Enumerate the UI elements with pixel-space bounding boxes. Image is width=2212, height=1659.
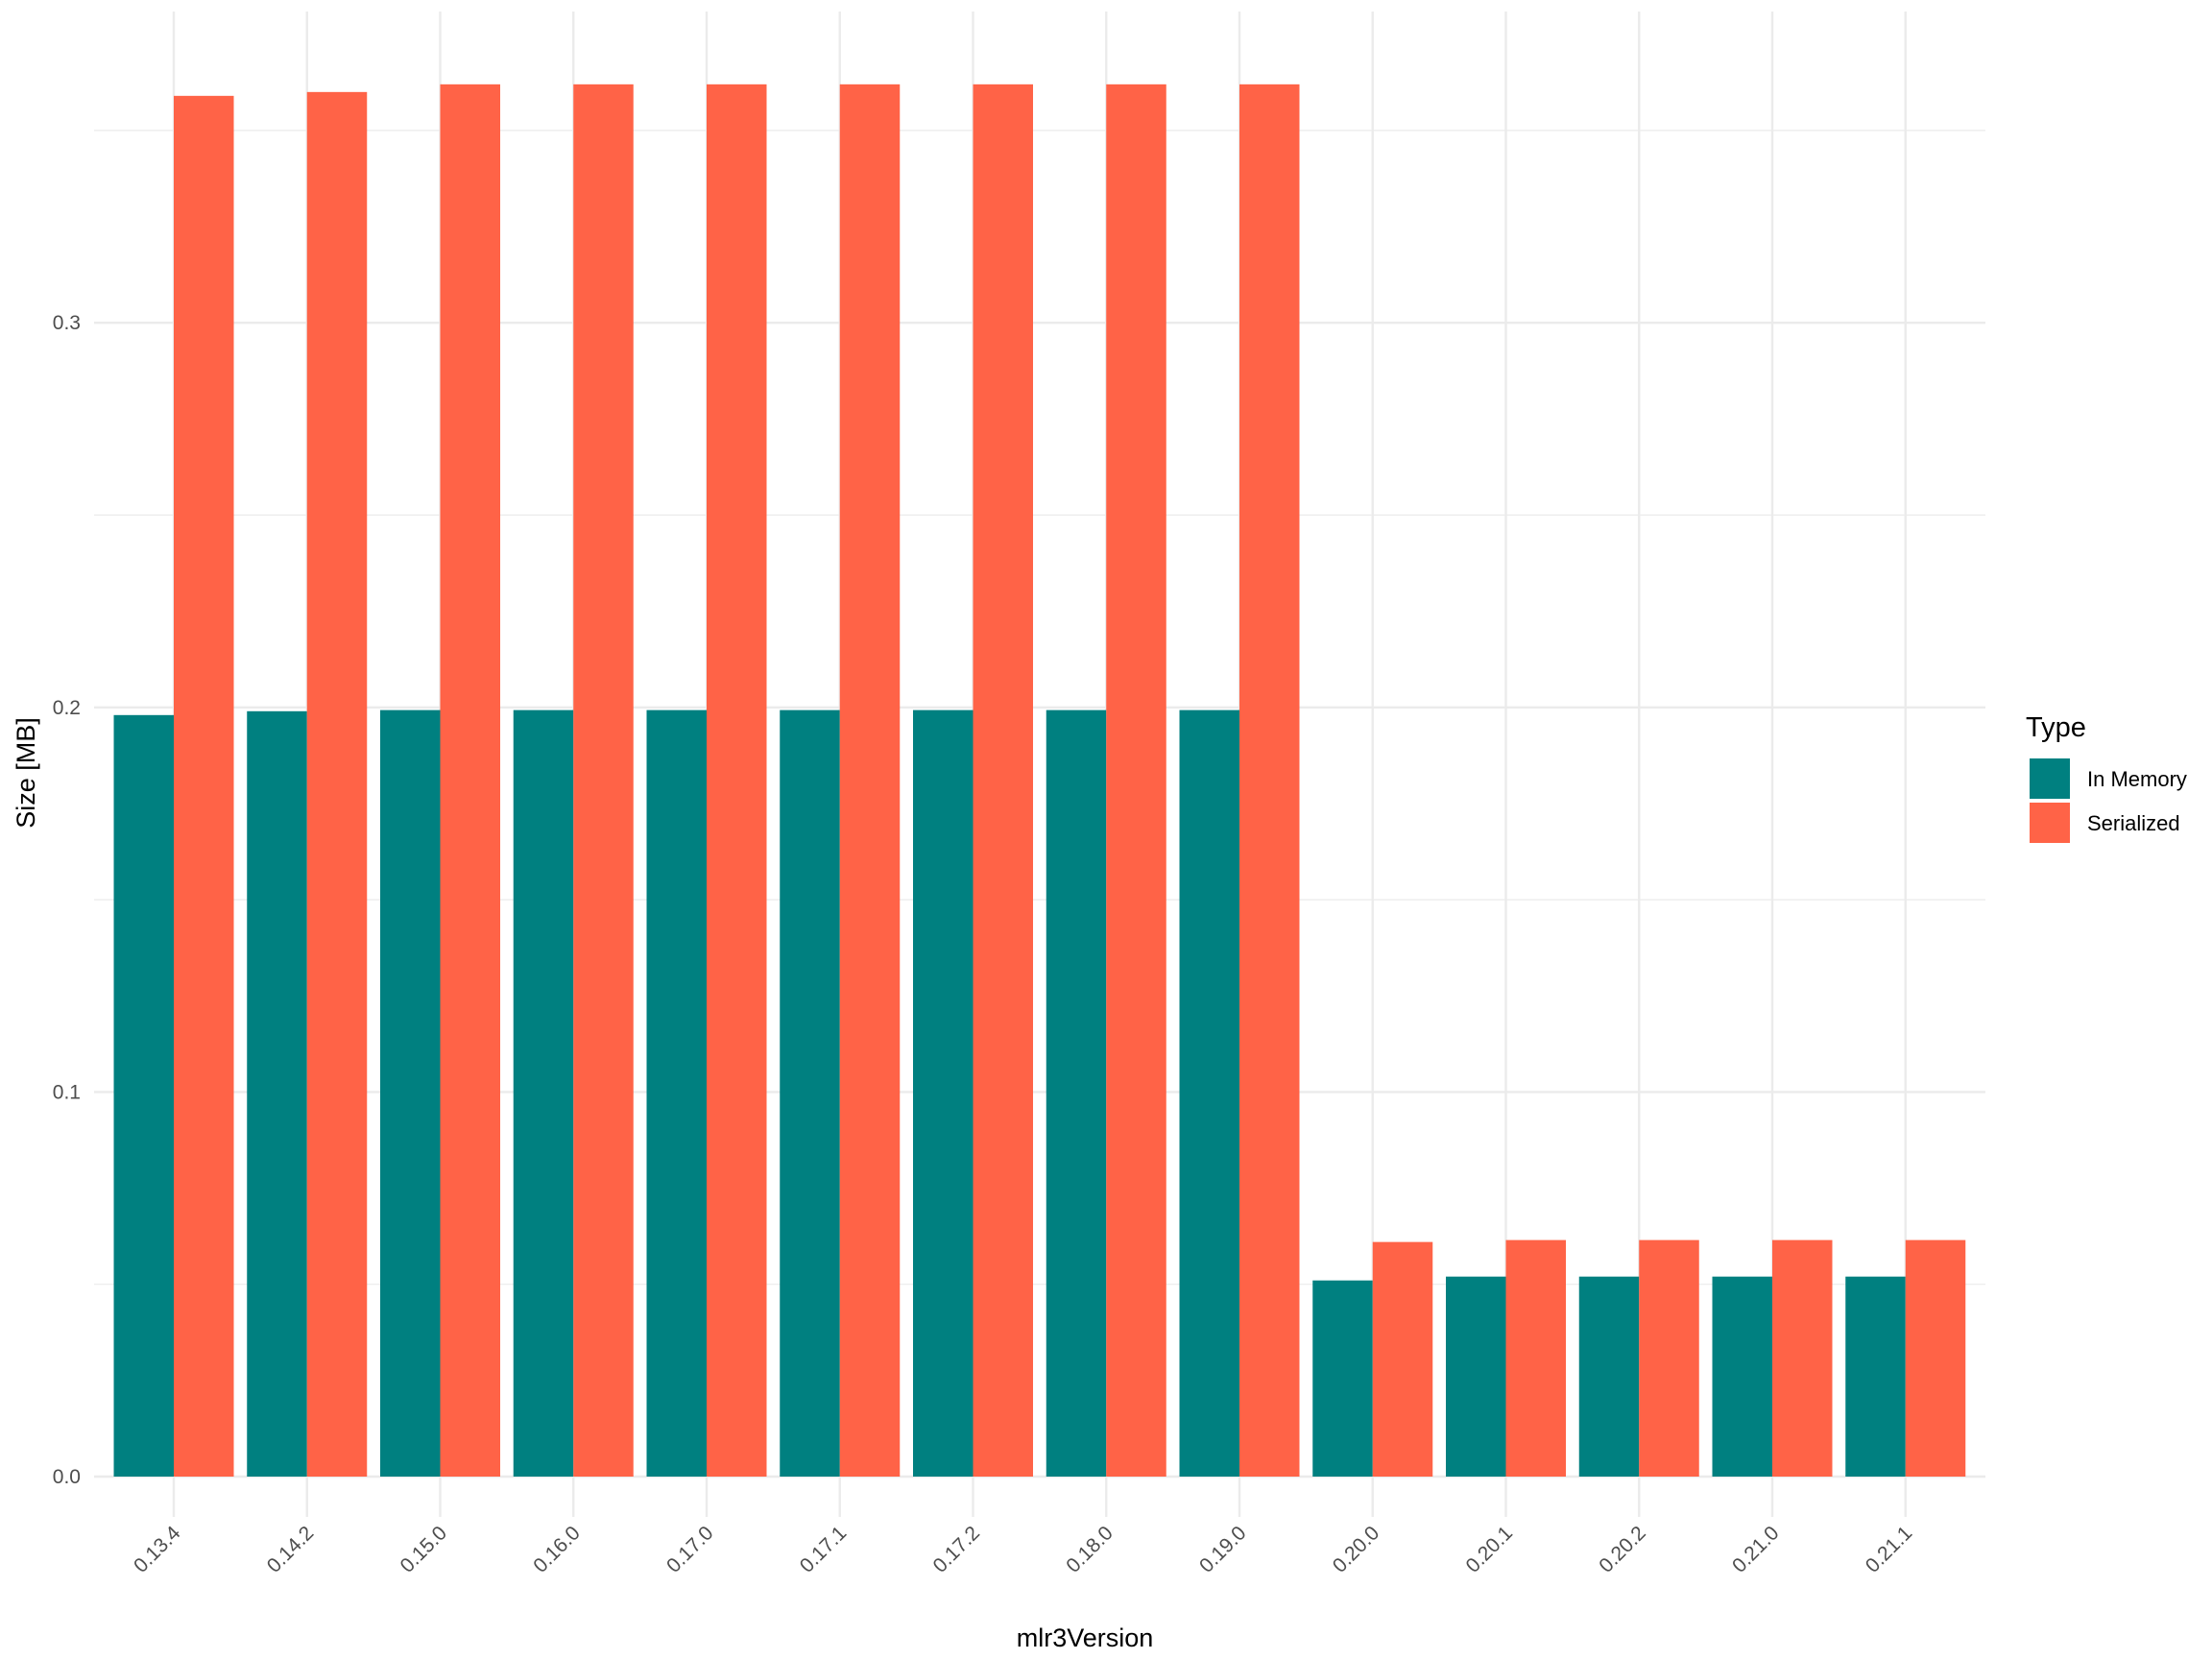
x-tick-label: 0.19.0 — [1195, 1522, 1251, 1577]
bar-serialized-0.17.0 — [707, 84, 767, 1477]
bar-serialized-0.20.1 — [1505, 1239, 1566, 1477]
x-tick-label: 0.17.0 — [662, 1522, 718, 1577]
x-tick-label: 0.16.0 — [529, 1522, 585, 1577]
y-tick-label: 0.1 — [53, 1081, 81, 1103]
x-tick-label: 0.20.1 — [1461, 1522, 1517, 1577]
x-tick-label: 0.15.0 — [396, 1522, 451, 1577]
bar-serialized-0.20.0 — [1372, 1241, 1433, 1477]
legend-label: In Memory — [2087, 767, 2187, 791]
bar-in-memory-0.19.0 — [1179, 709, 1239, 1477]
x-tick-label: 0.20.2 — [1595, 1522, 1650, 1577]
y-axis-title: Size [MB] — [12, 717, 40, 829]
y-axis-ticks: 0.0 0.1 0.2 0.3 — [53, 312, 81, 1488]
bar-in-memory-0.17.1 — [780, 709, 840, 1477]
legend-key-in-memory — [2030, 758, 2070, 799]
y-tick-label: 0.0 — [53, 1466, 81, 1488]
legend: Type In Memory Serialized — [2026, 712, 2187, 843]
x-tick-label: 0.18.0 — [1062, 1522, 1118, 1577]
bar-serialized-0.13.4 — [174, 95, 234, 1478]
bar-in-memory-0.20.0 — [1312, 1280, 1373, 1477]
x-axis-title: mlr3Version — [1017, 1623, 1154, 1652]
bar-serialized-0.15.0 — [440, 84, 500, 1477]
legend-key-serialized — [2030, 803, 2070, 843]
legend-label: Serialized — [2087, 811, 2180, 835]
x-tick-label: 0.20.0 — [1329, 1522, 1384, 1577]
y-tick-label: 0.3 — [53, 312, 81, 334]
bar-in-memory-0.14.2 — [247, 710, 307, 1477]
grid-lines — [94, 12, 1985, 1517]
bar-in-memory-0.20.2 — [1578, 1276, 1640, 1477]
x-tick-label: 0.21.0 — [1728, 1522, 1784, 1577]
bar-in-memory-0.21.0 — [1712, 1276, 1772, 1477]
bar-in-memory-0.21.1 — [1845, 1276, 1906, 1477]
bar-in-memory-0.18.0 — [1046, 709, 1107, 1477]
x-tick-label: 0.17.2 — [928, 1522, 984, 1577]
bar-serialized-0.17.2 — [973, 84, 1033, 1477]
bar-in-memory-0.15.0 — [380, 709, 441, 1477]
bar-serialized-0.16.0 — [573, 84, 634, 1477]
bar-in-memory-0.20.1 — [1446, 1276, 1506, 1477]
bar-serialized-0.17.1 — [839, 84, 901, 1477]
x-tick-label: 0.17.1 — [796, 1522, 852, 1577]
y-tick-label: 0.2 — [53, 697, 81, 719]
x-tick-label: 0.21.1 — [1862, 1522, 1917, 1577]
bar-serialized-0.20.2 — [1639, 1239, 1699, 1477]
bar-serialized-0.21.0 — [1772, 1239, 1833, 1477]
x-tick-label: 0.14.2 — [263, 1522, 319, 1577]
bar-serialized-0.14.2 — [306, 91, 368, 1478]
x-tick-label: 0.13.4 — [130, 1522, 185, 1577]
bar-in-memory-0.16.0 — [513, 709, 574, 1477]
bar-serialized-0.19.0 — [1239, 84, 1300, 1477]
bar-in-memory-0.17.0 — [646, 709, 707, 1477]
bar-in-memory-0.17.2 — [913, 709, 974, 1477]
legend-items: In Memory Serialized — [2030, 758, 2187, 843]
bar-serialized-0.18.0 — [1106, 84, 1166, 1477]
bars — [113, 84, 1966, 1478]
x-axis-ticks: 0.13.4 0.14.2 0.15.0 0.16.0 0.17.0 0.17.1 0.17… — [130, 1522, 1916, 1577]
bar-serialized-0.21.1 — [1905, 1239, 1966, 1477]
bar-in-memory-0.13.4 — [113, 714, 174, 1477]
legend-title: Type — [2026, 712, 2086, 743]
